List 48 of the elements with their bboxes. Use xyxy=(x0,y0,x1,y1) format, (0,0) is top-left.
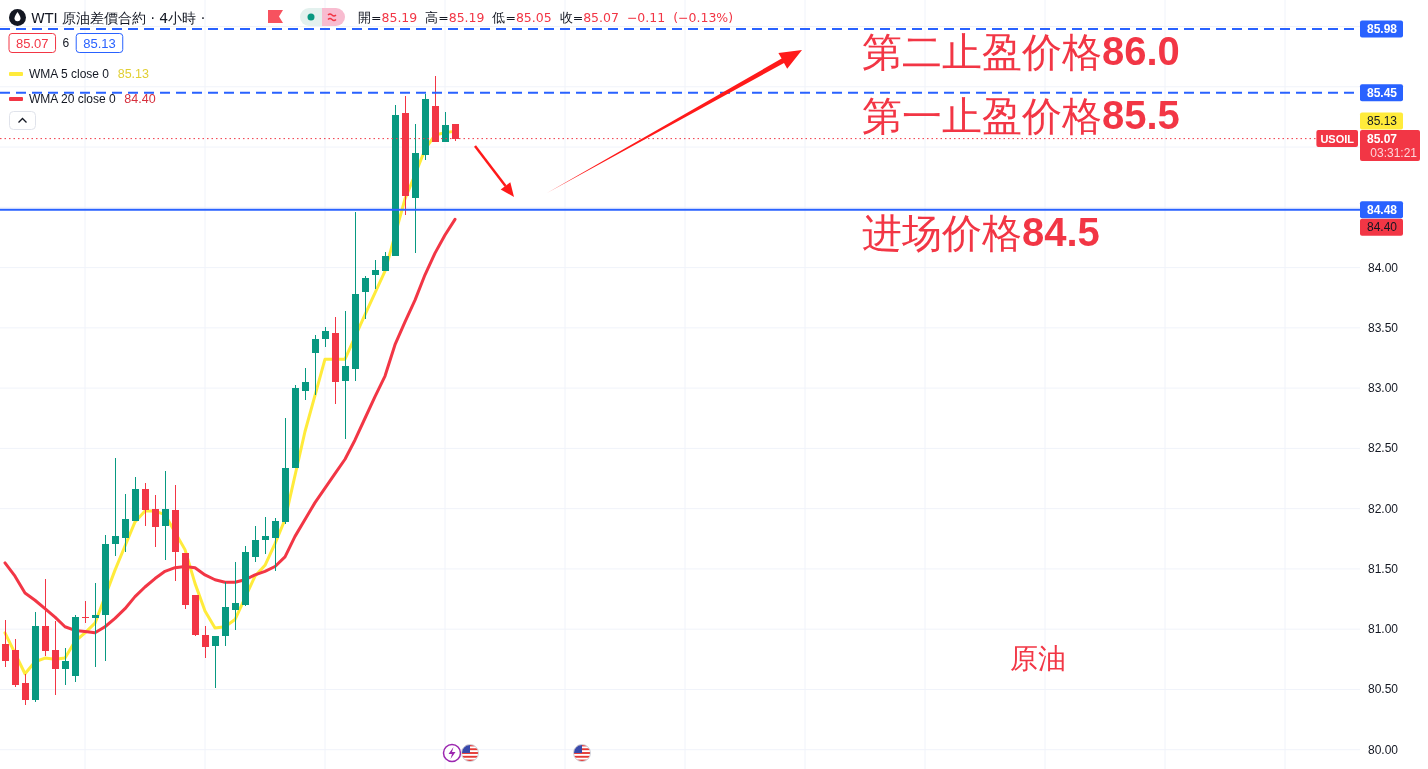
candlestick xyxy=(2,619,9,668)
candlestick xyxy=(312,334,319,396)
legend-label: WMA 20 close 0 xyxy=(29,92,117,106)
legend-label: WMA 5 close 0 xyxy=(29,67,110,81)
text: 84.40 xyxy=(1367,220,1398,235)
annotation: 第二止盈价格86.0 xyxy=(862,28,1180,75)
ref-line-label: USOIL xyxy=(1320,132,1355,145)
candlestick xyxy=(162,470,169,561)
candlestick xyxy=(22,673,29,706)
y-tick-label: 80.00 xyxy=(1368,742,1399,757)
text: 開=85.19 高=85.19 低=85.05 收=85.07 −0.11 (−0.13%) xyxy=(358,10,734,25)
text: WTI 原油差價合約 · 4小時 · xyxy=(31,10,206,26)
candlestick xyxy=(232,561,239,631)
candlestick xyxy=(122,493,129,553)
text: 85.13 xyxy=(1367,114,1398,129)
y-tick-label: 83.50 xyxy=(1368,320,1399,335)
candlestick xyxy=(202,625,209,659)
annotation: 进场价格84.5 xyxy=(862,209,1100,256)
annotation: 85.07 6 85.13 xyxy=(15,35,116,51)
candlestick xyxy=(342,310,349,440)
candlestick xyxy=(142,482,149,527)
y-tick-label: 81.50 xyxy=(1368,561,1399,576)
annotation: 第一止盈价格85.5 xyxy=(862,92,1180,139)
candlestick xyxy=(62,647,69,686)
candlestick xyxy=(322,326,329,348)
y-tick-label: 82.50 xyxy=(1368,441,1399,456)
y-tick-label: 82.00 xyxy=(1368,501,1399,516)
y-tick-label: 84.00 xyxy=(1368,260,1399,275)
candlestick xyxy=(262,516,269,555)
candlestick xyxy=(302,367,309,401)
y-tick-label: 80.50 xyxy=(1368,682,1399,697)
ref-line-label: 85.45 xyxy=(1367,85,1398,100)
candlestick xyxy=(152,494,159,548)
annotation: 84.40 xyxy=(124,92,156,106)
candlestick xyxy=(362,275,369,320)
candlestick xyxy=(252,525,259,563)
y-tick-label: 81.00 xyxy=(1368,622,1399,637)
candlestick xyxy=(272,517,279,572)
ref-line-label: 84.48 xyxy=(1367,202,1398,217)
candlestick xyxy=(442,111,449,143)
candlestick xyxy=(212,635,219,689)
ref-line-label: 85.98 xyxy=(1367,21,1398,36)
y-tick-label: 83.00 xyxy=(1368,381,1399,396)
annotation: 原油 xyxy=(1010,642,1066,675)
candlestick xyxy=(372,259,379,290)
annotation: 85.13 xyxy=(117,67,150,81)
text: 85.07 03:31:21 xyxy=(1367,131,1418,160)
candlestick xyxy=(112,457,119,557)
